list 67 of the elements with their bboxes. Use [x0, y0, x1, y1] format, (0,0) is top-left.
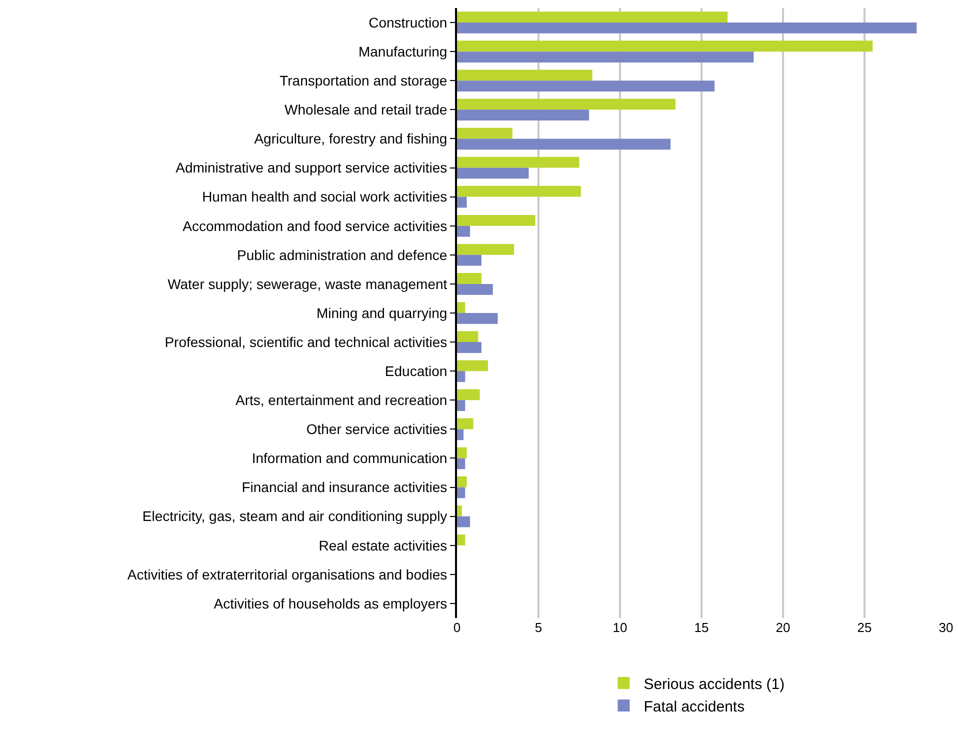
y-tick-label: Activities of households as employers	[214, 595, 448, 612]
bar	[457, 458, 466, 470]
bar	[457, 273, 482, 284]
bar	[457, 80, 715, 92]
bar	[457, 313, 498, 324]
y-tick-label: Transportation and storage	[280, 72, 448, 89]
x-tick-label: 30	[938, 620, 954, 635]
legend-label: Serious accidents (1)	[644, 676, 785, 693]
bar	[457, 254, 482, 266]
x-tick-label: 20	[776, 620, 790, 635]
bar	[457, 110, 590, 121]
y-tick-label: Real estate activities	[318, 537, 448, 554]
bar	[457, 128, 512, 139]
x-tick-label: 10	[612, 620, 628, 635]
bar	[457, 429, 464, 440]
bar	[457, 371, 466, 382]
y-tick-label: Electricity, gas, steam and air conditioning supply	[142, 508, 448, 524]
bar	[457, 331, 478, 342]
bar	[457, 168, 529, 179]
y-tick-label: Arts, entertainment and recreation	[236, 392, 448, 408]
bar	[457, 505, 462, 516]
bar	[457, 476, 467, 488]
y-tick-label: Professional, scientific and technical activities	[164, 334, 448, 350]
x-tick-label: 0	[453, 620, 461, 635]
bar	[457, 12, 728, 23]
y-tick-label: Financial and insurance activities	[242, 479, 448, 496]
y-tick-label: Education	[384, 363, 448, 379]
bar	[457, 156, 580, 168]
y-tick-label: Other service activities	[306, 421, 448, 438]
bar	[457, 70, 592, 81]
bar	[457, 186, 581, 197]
bar	[457, 214, 536, 226]
bar	[457, 98, 676, 110]
bar	[457, 284, 493, 295]
y-tick-label: Activities of extraterritorial organisations and bodies	[127, 566, 448, 582]
y-tick-label: Water supply; sewerage, waste management	[168, 276, 448, 292]
bar	[457, 487, 466, 498]
y-tick-label: Administrative and support service activities	[176, 160, 448, 176]
x-tick-label: 25	[857, 620, 872, 635]
y-tick-label: Construction	[368, 14, 448, 30]
bar	[457, 226, 470, 237]
bar	[457, 516, 470, 528]
bar	[457, 40, 873, 52]
legend-label: Fatal accidents	[644, 698, 745, 716]
y-tick-label: Human health and social work activities	[202, 188, 448, 205]
bar	[457, 534, 466, 546]
bar	[457, 418, 474, 430]
bar	[457, 302, 466, 313]
y-tick-label: Mining and quarrying	[316, 304, 448, 321]
bar	[457, 52, 754, 62]
bar	[457, 342, 482, 353]
bar	[457, 138, 671, 150]
y-tick-label: Public administration and defence	[237, 246, 448, 263]
x-tick-label: 15	[694, 620, 709, 635]
bar	[457, 447, 467, 458]
y-tick-label: Manufacturing	[358, 43, 448, 60]
bar	[457, 360, 488, 372]
bar	[457, 196, 467, 208]
bar	[457, 244, 514, 255]
y-tick-label: Information and communication	[252, 450, 448, 466]
y-tick-label: Wholesale and retail trade	[284, 102, 448, 118]
y-tick-label: Agriculture, forestry and fishing	[254, 130, 448, 147]
bar	[457, 400, 466, 412]
y-tick-label: Accommodation and food service activities	[182, 218, 448, 234]
bar	[457, 389, 480, 400]
bar	[457, 22, 917, 34]
x-tick-label: 5	[534, 620, 542, 635]
